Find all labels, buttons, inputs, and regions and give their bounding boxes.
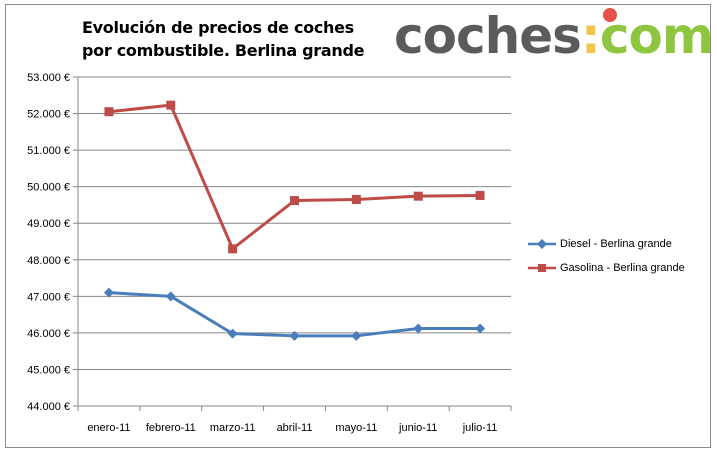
logo-wordmark: coches:com bbox=[394, 7, 714, 65]
y-tick-label: 52.000 € bbox=[27, 109, 70, 121]
logo-red-dot bbox=[603, 8, 617, 22]
x-tick-label: mayo-11 bbox=[335, 422, 377, 434]
data-point bbox=[475, 323, 486, 334]
chart-frame bbox=[5, 4, 711, 448]
legend-gasolina-marker bbox=[528, 264, 556, 272]
legend-diesel-label: Diesel - Berlina grande bbox=[560, 238, 672, 250]
x-tick-label: junio-11 bbox=[398, 422, 437, 434]
x-tick-label: enero-11 bbox=[87, 422, 130, 434]
data-point bbox=[227, 328, 238, 339]
x-tick-label: abril-11 bbox=[277, 422, 313, 434]
data-point bbox=[289, 330, 300, 341]
chart-title-line-1: Evolución de precios de coches bbox=[82, 18, 354, 37]
y-tick-label: 46.000 € bbox=[27, 328, 70, 340]
y-tick-label: 53.000 € bbox=[27, 72, 70, 84]
series-diesel bbox=[103, 287, 486, 341]
data-point bbox=[413, 323, 424, 334]
series-gasolina bbox=[104, 100, 485, 254]
x-tick-label: marzo-11 bbox=[210, 422, 256, 434]
data-point bbox=[475, 190, 485, 200]
y-tick-label: 45.000 € bbox=[27, 364, 70, 376]
data-point bbox=[165, 291, 176, 302]
data-point bbox=[104, 107, 114, 117]
y-tick-label: 44.000 € bbox=[27, 401, 70, 413]
y-tick-label: 50.000 € bbox=[27, 182, 70, 194]
data-point bbox=[351, 194, 361, 204]
legend-gasolina-label: Gasolina - Berlina grande bbox=[560, 262, 685, 274]
y-tick-label: 48.000 € bbox=[27, 255, 70, 267]
x-tick-label: febrero-11 bbox=[146, 422, 196, 434]
data-point bbox=[413, 191, 423, 201]
series-line bbox=[108, 103, 481, 251]
data-point bbox=[166, 100, 176, 110]
data-point bbox=[103, 287, 114, 298]
series-line bbox=[108, 291, 481, 338]
data-point bbox=[290, 196, 299, 206]
y-tick-label: 49.000 € bbox=[27, 218, 70, 230]
data-point bbox=[228, 244, 238, 254]
y-tick-label: 47.000 € bbox=[27, 291, 70, 303]
y-tick-label: 51.000 € bbox=[27, 145, 70, 157]
data-point bbox=[351, 330, 362, 341]
coches-com-logo: coches:com bbox=[394, 7, 714, 65]
x-tick-label: julio-11 bbox=[462, 422, 498, 434]
chart-title-line-2: por combustible. Berlina grande bbox=[82, 41, 365, 60]
legend-diesel-marker bbox=[528, 239, 556, 249]
chart-title: Evolución de precios de coches por combu… bbox=[82, 16, 382, 62]
